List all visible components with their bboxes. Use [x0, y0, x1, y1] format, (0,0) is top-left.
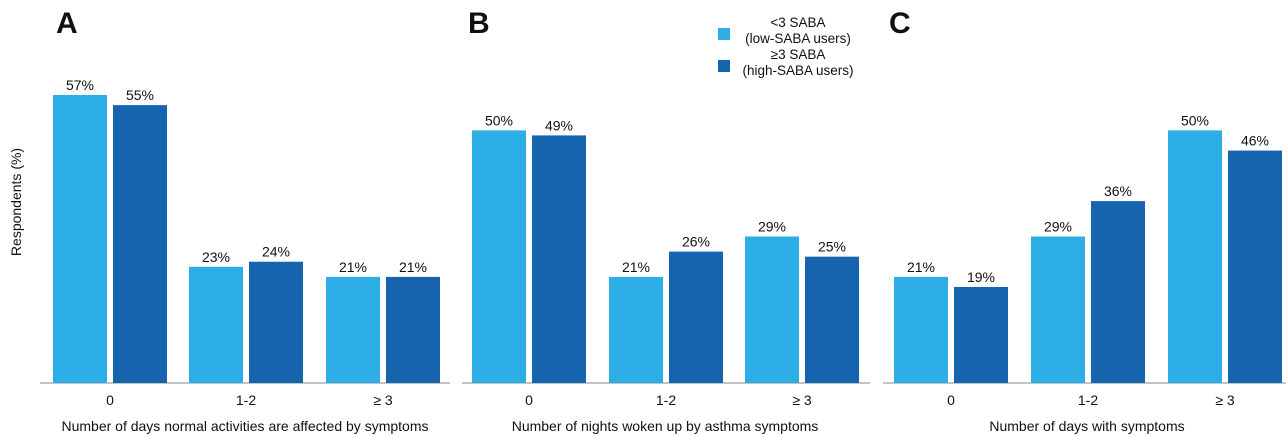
- legend-item: <3 SABA(low-SABA users): [718, 15, 851, 46]
- bar: [894, 276, 948, 383]
- bar: [1031, 236, 1085, 383]
- data-label: 57%: [66, 77, 94, 93]
- panel-letter: A: [56, 7, 78, 40]
- data-label: 19%: [967, 269, 995, 285]
- data-label: 50%: [485, 112, 513, 128]
- bar: [249, 261, 303, 383]
- y-axis-title: Respondents (%): [8, 148, 24, 256]
- x-axis-title: Number of days with symptoms: [989, 418, 1184, 434]
- bar: [745, 236, 799, 383]
- x-tick-label: ≥ 3: [792, 392, 812, 408]
- bar: [1168, 130, 1222, 383]
- bar: [189, 266, 243, 383]
- legend-sublabel: (low-SABA users): [745, 31, 851, 46]
- bar: [669, 251, 723, 383]
- data-label: 25%: [818, 239, 846, 255]
- data-label: 29%: [758, 218, 786, 234]
- panel-a: A 57% 55% 0 23% 24% 1-2 21% 21% ≥ 3 Number of days…: [40, 7, 450, 434]
- data-label: 49%: [545, 117, 573, 133]
- x-tick-label: 0: [947, 392, 955, 408]
- data-label: 21%: [622, 259, 650, 275]
- bar: [53, 95, 107, 383]
- x-tick-label: ≥ 3: [1215, 392, 1235, 408]
- data-label: 21%: [399, 259, 427, 275]
- legend: <3 SABA(low-SABA users)≥3 SABA(high-SABA…: [718, 15, 854, 78]
- bar: [386, 276, 440, 383]
- x-tick-label: 1-2: [656, 392, 676, 408]
- data-label: 21%: [907, 259, 935, 275]
- data-label: 21%: [339, 259, 367, 275]
- legend-swatch: [718, 28, 730, 40]
- bar: [113, 105, 167, 384]
- x-tick-label: 0: [106, 392, 114, 408]
- data-label: 23%: [202, 249, 230, 265]
- bar: [609, 276, 663, 383]
- panels: A 57% 55% 0 23% 24% 1-2 21% 21% ≥ 3 Number of days…: [40, 7, 1286, 434]
- panel-letter: C: [889, 7, 911, 40]
- panel-letter: B: [468, 7, 490, 40]
- x-tick-label: 1-2: [236, 392, 256, 408]
- data-label: 46%: [1241, 133, 1269, 149]
- data-label: 55%: [126, 87, 154, 103]
- x-tick-label: ≥ 3: [373, 392, 393, 408]
- legend-label: <3 SABA: [770, 15, 825, 30]
- panel-b: B 50% 49% 0 21% 26% 1-2 29% 25% ≥ 3 Number of nigh…: [462, 7, 870, 434]
- data-label: 36%: [1104, 183, 1132, 199]
- data-label: 26%: [682, 234, 710, 250]
- x-tick-label: 1-2: [1078, 392, 1098, 408]
- bar: [954, 287, 1008, 383]
- panel-c: C 21% 19% 0 29% 36% 1-2 50% 46% ≥ 3 Number of days…: [883, 7, 1286, 434]
- data-label: 50%: [1181, 112, 1209, 128]
- bar: [326, 276, 380, 383]
- bar: [532, 135, 586, 383]
- legend-sublabel: (high-SABA users): [742, 63, 853, 78]
- legend-label: ≥3 SABA: [771, 47, 826, 62]
- legend-item: ≥3 SABA(high-SABA users): [718, 47, 854, 78]
- bar: [472, 130, 526, 383]
- data-label: 24%: [262, 244, 290, 260]
- bar: [1228, 150, 1282, 383]
- data-label: 29%: [1044, 218, 1072, 234]
- x-axis-title: Number of days normal activities are aff…: [61, 418, 428, 434]
- x-axis-title: Number of nights woken up by asthma symp…: [512, 418, 819, 434]
- bar: [1091, 201, 1145, 383]
- x-tick-label: 0: [525, 392, 533, 408]
- legend-swatch: [718, 60, 730, 72]
- bar: [805, 256, 859, 383]
